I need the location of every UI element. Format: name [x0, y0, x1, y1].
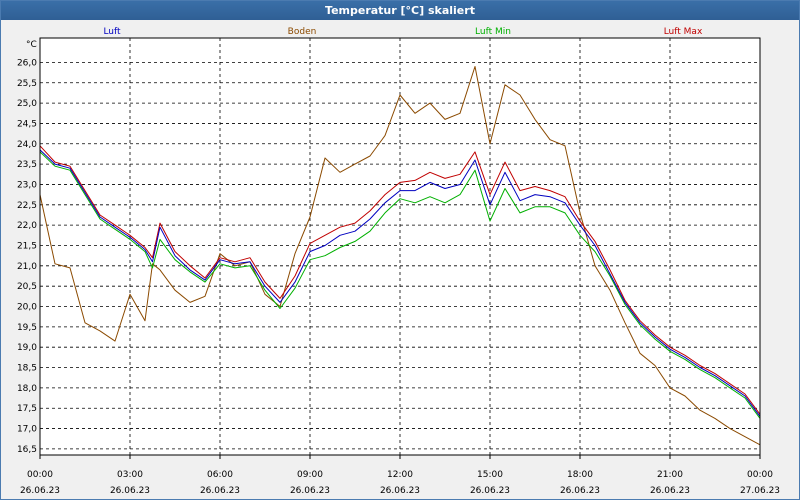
- x-tick-time: 21:00: [657, 470, 683, 480]
- legend-entry-luft-min: Luft Min: [475, 27, 511, 37]
- y-tick-label: 18,0: [17, 384, 37, 394]
- y-tick-label: 25,0: [17, 99, 37, 109]
- series-line-luft-max: [39, 145, 761, 415]
- x-tick-time: 03:00: [117, 470, 143, 480]
- y-tick-label: 17,5: [17, 404, 37, 414]
- y-tick-label: 20,5: [17, 282, 37, 292]
- y-tick-label: 26,0: [17, 58, 37, 68]
- y-tick-label: 23,5: [17, 160, 37, 170]
- y-tick-label: 21,0: [17, 262, 37, 272]
- x-tick-date: 26.06.23: [290, 486, 330, 496]
- y-axis: 16,5 17,0 17,5 18,0 18,5 19,0 19,5 20,0 20,5 21,0…: [17, 58, 37, 454]
- series-line-luft-min: [39, 151, 761, 419]
- legend-entry-boden: Boden: [288, 27, 317, 37]
- x-tick-date: 26.06.23: [470, 486, 510, 496]
- x-tick-date: 26.06.23: [20, 486, 60, 496]
- x-tick-time: 15:00: [477, 470, 503, 480]
- y-tick-label: 21,5: [17, 241, 37, 251]
- x-tick-date: 26.06.23: [110, 486, 150, 496]
- y-tick-label: 16,5: [17, 445, 37, 455]
- x-tick-date: 26.06.23: [560, 486, 600, 496]
- x-tick-time: 09:00: [297, 470, 323, 480]
- y-tick-label: 20,0: [17, 303, 37, 313]
- y-tick-label: 24,0: [17, 140, 37, 150]
- y-axis-label: °C: [26, 40, 37, 50]
- y-tick-label: 22,5: [17, 201, 37, 211]
- legend-entry-luft-max: Luft Max: [664, 27, 703, 37]
- grid-lines: [40, 38, 760, 455]
- x-tick-time: 00:00: [27, 470, 53, 480]
- y-tick-label: 22,0: [17, 221, 37, 231]
- series-group: [39, 66, 761, 446]
- y-tick-label: 24,5: [17, 119, 37, 129]
- x-tick-date: 26.06.23: [200, 486, 240, 496]
- legend-entry-luft: Luft: [103, 27, 121, 37]
- x-tick-time: 18:00: [567, 470, 593, 480]
- x-tick-time: 12:00: [387, 470, 413, 480]
- window-title: Temperatur [°C] skaliert: [1, 1, 799, 20]
- x-tick-date: 27.06.23: [740, 486, 780, 496]
- y-tick-label: 19,0: [17, 343, 37, 353]
- x-axis: 00:00 26.06.23 03:00 26.06.23 06:00 26.06.23 0…: [20, 455, 780, 496]
- x-tick-date: 26.06.23: [380, 486, 420, 496]
- x-tick-date: 26.06.23: [650, 486, 690, 496]
- series-line-luft: [39, 149, 761, 417]
- y-tick-label: 18,5: [17, 364, 37, 374]
- x-tick-time: 00:00: [747, 470, 773, 480]
- legend: Luft Boden Luft Min Luft Max: [103, 27, 703, 37]
- y-tick-label: 25,5: [17, 79, 37, 89]
- plot-area: [40, 38, 760, 455]
- y-tick-label: 19,5: [17, 323, 37, 333]
- y-tick-label: 23,0: [17, 180, 37, 190]
- y-tick-label: 17,0: [17, 425, 37, 435]
- x-tick-time: 06:00: [207, 470, 233, 480]
